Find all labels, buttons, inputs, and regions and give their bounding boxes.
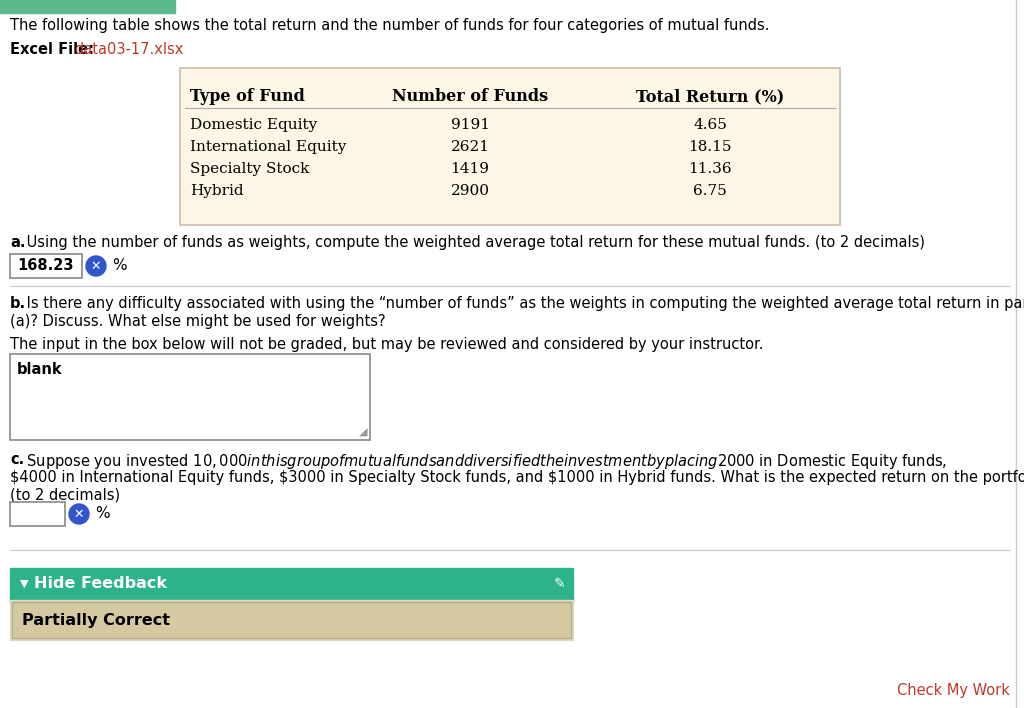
Text: b.: b. xyxy=(10,296,27,311)
Text: ✎: ✎ xyxy=(553,577,565,591)
Bar xyxy=(180,68,840,225)
Text: 11.36: 11.36 xyxy=(688,162,732,176)
FancyBboxPatch shape xyxy=(10,254,82,278)
Bar xyxy=(0,0,175,13)
Text: data03-17.xlsx: data03-17.xlsx xyxy=(74,42,183,57)
Bar xyxy=(10,568,573,600)
Bar xyxy=(12,602,571,638)
Text: ✕: ✕ xyxy=(74,508,84,520)
Text: The following table shows the total return and the number of funds for four cate: The following table shows the total retu… xyxy=(10,18,769,33)
Text: Hide Feedback: Hide Feedback xyxy=(34,576,167,591)
Text: Number of Funds: Number of Funds xyxy=(392,88,548,105)
Text: 6.75: 6.75 xyxy=(693,184,727,198)
Text: 9191: 9191 xyxy=(451,118,489,132)
Text: ✕: ✕ xyxy=(91,260,101,273)
Bar xyxy=(12,602,571,638)
FancyBboxPatch shape xyxy=(10,354,370,440)
Text: Excel File:: Excel File: xyxy=(10,42,94,57)
Text: $4000 in International Equity funds, $3000 in Specialty Stock funds, and $1000 i: $4000 in International Equity funds, $30… xyxy=(10,470,1024,485)
Text: Specialty Stock: Specialty Stock xyxy=(190,162,309,176)
Text: 1419: 1419 xyxy=(451,162,489,176)
Circle shape xyxy=(86,256,106,276)
Bar xyxy=(180,68,840,225)
Text: Hybrid: Hybrid xyxy=(190,184,244,198)
Text: (to 2 decimals): (to 2 decimals) xyxy=(10,488,120,503)
Text: 2621: 2621 xyxy=(451,140,489,154)
Text: Suppose you invested $10,000 in this group of mutual funds and diversified the i: Suppose you invested $10,000 in this gro… xyxy=(22,452,947,471)
Text: International Equity: International Equity xyxy=(190,140,346,154)
Text: 168.23: 168.23 xyxy=(17,258,75,273)
Text: ◢: ◢ xyxy=(358,427,367,437)
Text: %: % xyxy=(95,506,110,522)
FancyBboxPatch shape xyxy=(10,502,65,526)
Text: c.: c. xyxy=(10,452,25,467)
Text: Is there any difficulty associated with using the “number of funds” as the weigh: Is there any difficulty associated with … xyxy=(22,296,1024,311)
Text: Type of Fund: Type of Fund xyxy=(190,88,305,105)
Circle shape xyxy=(69,504,89,524)
Text: Using the number of funds as weights, compute the weighted average total return : Using the number of funds as weights, co… xyxy=(22,235,925,250)
Text: (a)? Discuss. What else might be used for weights?: (a)? Discuss. What else might be used fo… xyxy=(10,314,386,329)
Text: Total Return (%): Total Return (%) xyxy=(636,88,784,105)
Text: 4.65: 4.65 xyxy=(693,118,727,132)
Text: Domestic Equity: Domestic Equity xyxy=(190,118,317,132)
Text: ▼: ▼ xyxy=(20,579,29,589)
Text: blank: blank xyxy=(17,362,62,377)
Text: Check My Work: Check My Work xyxy=(897,683,1010,698)
Text: Partially Correct: Partially Correct xyxy=(22,612,170,627)
Text: %: % xyxy=(112,258,127,273)
Text: The input in the box below will not be graded, but may be reviewed and considere: The input in the box below will not be g… xyxy=(10,337,764,352)
Text: a.: a. xyxy=(10,235,26,250)
Text: 18.15: 18.15 xyxy=(688,140,732,154)
Text: 2900: 2900 xyxy=(451,184,489,198)
Bar xyxy=(10,600,573,640)
